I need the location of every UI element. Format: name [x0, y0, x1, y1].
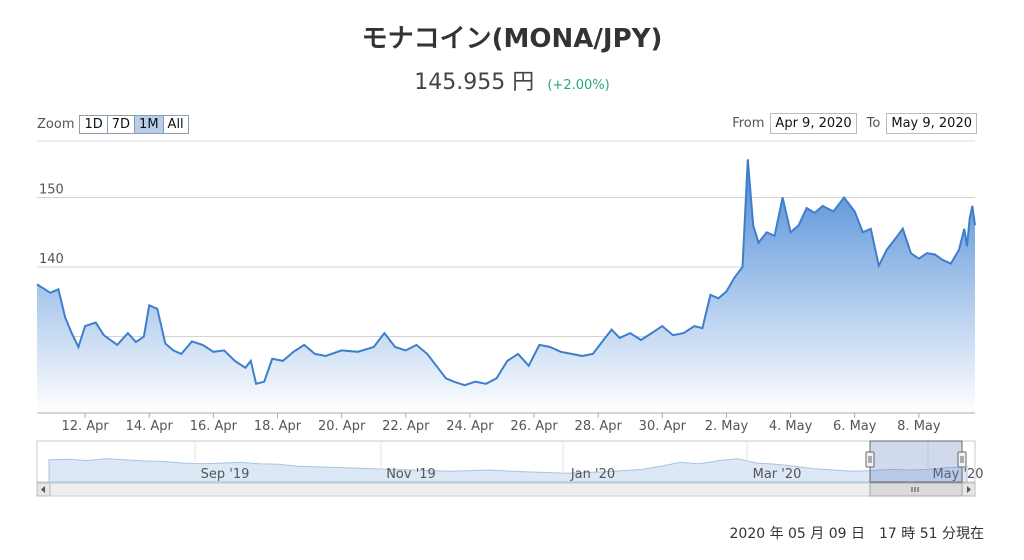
x-tick-label: 26. Apr	[510, 419, 558, 434]
chevron-right-icon	[967, 486, 971, 493]
timestamp: 2020 年 05 月 09 日 17 時 51 分現在	[729, 526, 985, 542]
price-line	[36, 159, 976, 387]
navigator-label: Nov '19	[386, 467, 436, 482]
zoom-1m-button[interactable]: 1M	[134, 115, 164, 134]
zoom-7d-button[interactable]: 7D	[106, 115, 136, 134]
date-range-selector: From Apr 9, 2020 To May 9, 2020	[722, 113, 977, 134]
y-tick-label: 140	[39, 252, 64, 267]
x-tick-label: 2. May	[705, 419, 749, 434]
scrollbar-thumb-box[interactable]	[869, 482, 963, 497]
x-tick-label: 6. May	[833, 419, 877, 434]
to-label: To	[866, 116, 881, 131]
x-tick-label: 12. Apr	[61, 419, 109, 434]
zoom-all-button[interactable]: All	[162, 115, 189, 134]
navigator-left-handle[interactable]	[865, 451, 875, 468]
from-date-input[interactable]: Apr 9, 2020	[770, 113, 857, 134]
x-tick-label: 14. Apr	[126, 419, 174, 434]
from-label: From	[732, 116, 765, 131]
zoom-1d-button[interactable]: 1D	[79, 115, 108, 134]
navigator-label: Jan '20	[570, 467, 615, 482]
scroll-right-button[interactable]	[961, 482, 976, 497]
scroll-left-button[interactable]	[36, 482, 51, 497]
to-date-input[interactable]: May 9, 2020	[886, 113, 977, 134]
chevron-left-icon	[41, 486, 45, 493]
x-tick-label: 28. Apr	[575, 419, 623, 434]
x-tick-label: 20. Apr	[318, 419, 366, 434]
y-tick-label: 150	[39, 183, 64, 198]
navigator-label: May '20	[932, 467, 983, 482]
x-tick-label: 30. Apr	[639, 419, 687, 434]
navigator-label: Sep '19	[201, 467, 250, 482]
navigator-selected-range[interactable]	[869, 440, 963, 483]
handle-grip[interactable]	[865, 451, 875, 468]
scrollbar-thumb[interactable]	[869, 482, 963, 497]
x-tick-label: 22. Apr	[382, 419, 430, 434]
navigator-series	[48, 458, 968, 483]
zoom-label: Zoom	[37, 117, 75, 132]
current-price: 145.955 円	[414, 70, 535, 95]
page-title: モナコイン(MONA/JPY)	[361, 24, 663, 54]
price-change: (+2.00%)	[547, 78, 610, 93]
scrollbar-track[interactable]	[36, 482, 976, 497]
price-summary: 145.955 円 (+2.00%)	[0, 64, 1024, 96]
x-tick-label: 18. Apr	[254, 419, 302, 434]
handle-grip[interactable]	[957, 451, 967, 468]
navigator-right-handle[interactable]	[957, 451, 967, 468]
navigator-label: Mar '20	[753, 467, 802, 482]
x-tick-label: 4. May	[769, 419, 813, 434]
price-area-fill	[37, 159, 975, 413]
zoom-selector: Zoom 1D 7D 1M All	[37, 115, 189, 134]
x-tick-label: 16. Apr	[190, 419, 238, 434]
x-tick-label: 8. May	[897, 419, 941, 434]
x-tick-label: 24. Apr	[446, 419, 494, 434]
